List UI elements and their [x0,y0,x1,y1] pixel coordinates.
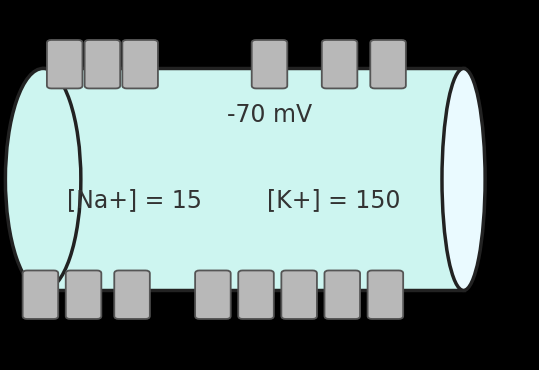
Bar [43,68,464,290]
FancyBboxPatch shape [122,40,158,88]
Text: -70 mV: -70 mV [227,103,312,127]
FancyBboxPatch shape [23,270,58,319]
FancyBboxPatch shape [368,270,403,319]
Ellipse shape [442,68,485,290]
Ellipse shape [5,68,81,290]
Text: [K+] = 150: [K+] = 150 [267,188,401,212]
FancyBboxPatch shape [195,270,231,319]
FancyBboxPatch shape [281,270,317,319]
Text: [Na+] = 15: [Na+] = 15 [67,188,202,212]
FancyBboxPatch shape [370,40,406,88]
FancyBboxPatch shape [85,40,120,88]
FancyBboxPatch shape [238,270,274,319]
FancyBboxPatch shape [252,40,287,88]
FancyBboxPatch shape [324,270,360,319]
FancyBboxPatch shape [322,40,357,88]
FancyBboxPatch shape [66,270,101,319]
FancyBboxPatch shape [47,40,82,88]
FancyBboxPatch shape [114,270,150,319]
